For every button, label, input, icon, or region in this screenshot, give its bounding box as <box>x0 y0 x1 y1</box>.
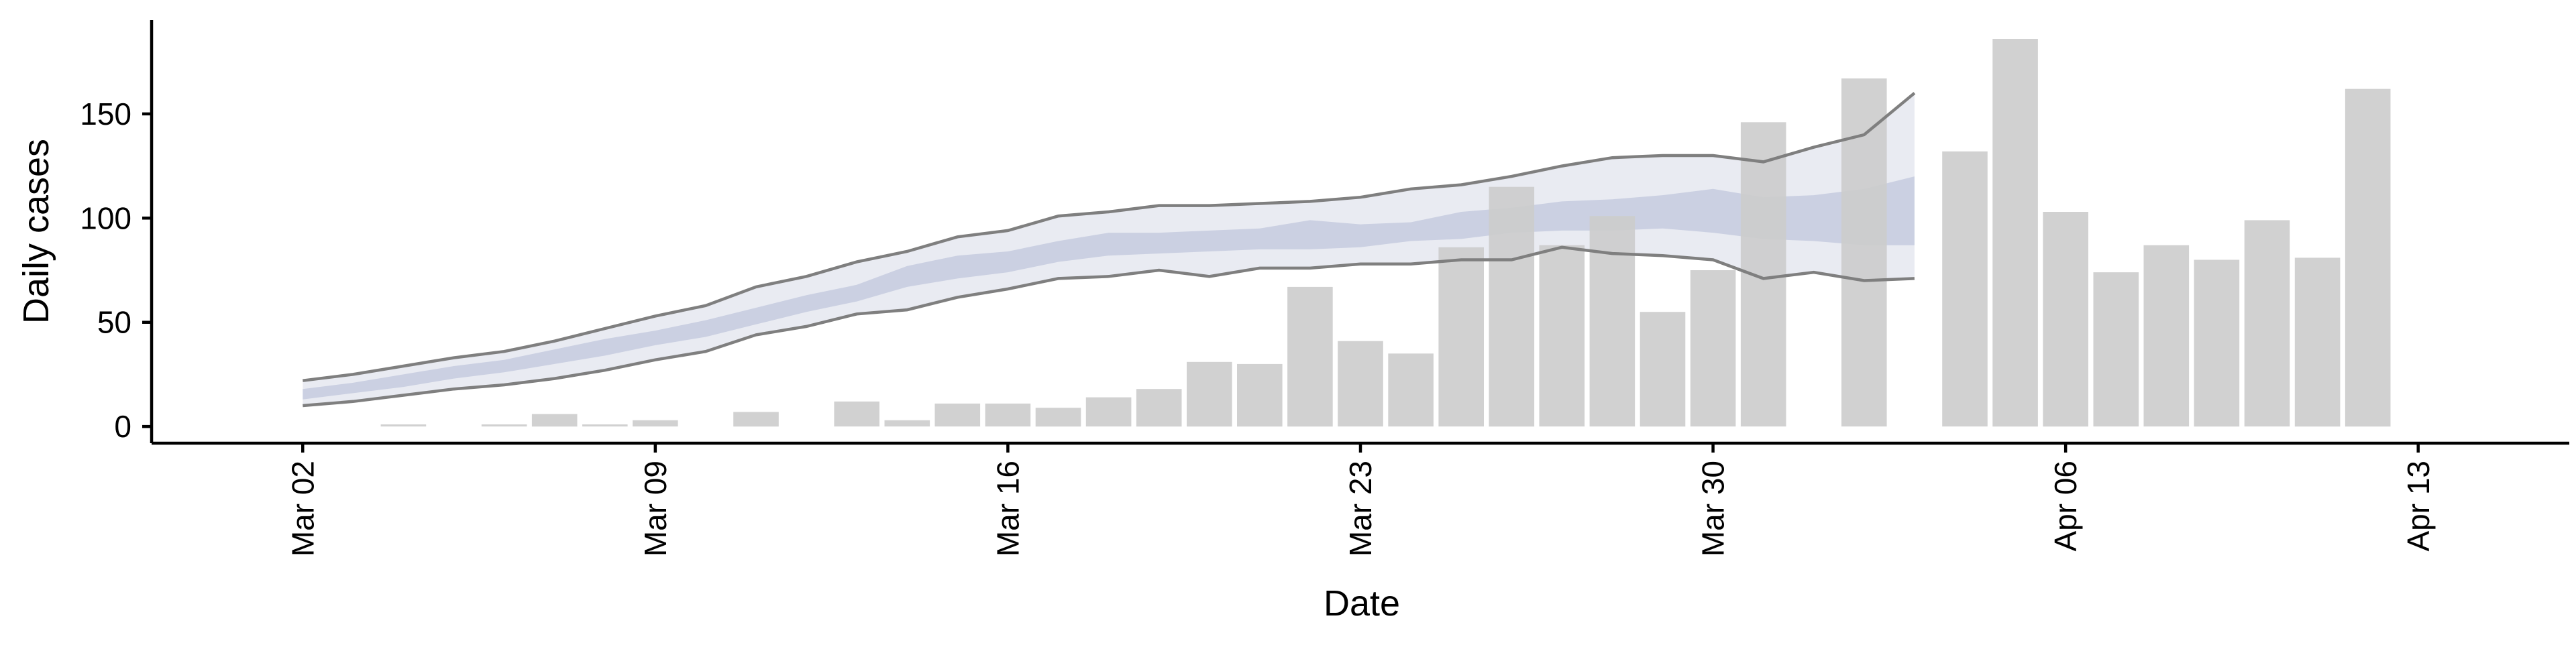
bar <box>834 401 879 427</box>
band-edge-layer <box>303 92 1916 408</box>
y-tick-label: 100 <box>80 200 131 235</box>
bar <box>1539 245 1585 427</box>
bar <box>884 420 930 427</box>
bar <box>633 420 678 427</box>
bar <box>1640 312 1686 427</box>
y-ticks: 0 50 100 150 <box>80 97 152 444</box>
x-tick-label: Apr 13 <box>2401 461 2436 552</box>
bar <box>1992 39 2038 427</box>
bar <box>1942 151 1988 427</box>
bar <box>2294 257 2341 427</box>
bar <box>1489 186 1535 427</box>
bar <box>1690 270 1736 427</box>
y-tick-label: 50 <box>97 305 131 340</box>
x-tick-label: Mar 30 <box>1696 461 1731 556</box>
bar <box>1187 361 1232 427</box>
bar <box>2244 220 2290 427</box>
y-tick-label: 150 <box>80 97 131 131</box>
bar <box>1136 389 1182 427</box>
bar <box>1287 286 1333 427</box>
bar <box>2143 245 2190 427</box>
x-tick-label: Mar 02 <box>285 461 320 556</box>
bar <box>985 403 1031 427</box>
bar <box>1085 397 1132 427</box>
bar <box>380 424 427 427</box>
bar <box>2345 89 2391 427</box>
bar <box>1035 408 1081 427</box>
bar <box>531 414 578 427</box>
x-axis-title: Date <box>1324 583 1400 624</box>
bar <box>1438 247 1484 427</box>
x-tick-label: Mar 16 <box>990 461 1025 556</box>
bar <box>1841 78 1887 427</box>
bar <box>481 424 527 427</box>
x-tick-label: Mar 23 <box>1343 461 1378 556</box>
x-tick-label: Mar 09 <box>638 461 673 556</box>
bar <box>1740 122 1786 427</box>
bar <box>733 412 779 427</box>
bar <box>1237 363 1283 427</box>
bar <box>2093 272 2139 427</box>
y-axis-title: Daily cases <box>16 139 56 324</box>
bar <box>1589 216 1635 427</box>
y-tick-label: 0 <box>114 409 131 444</box>
bar <box>1338 341 1383 427</box>
bar <box>582 424 628 427</box>
x-tick-label: Apr 06 <box>2048 461 2083 552</box>
bar-layer <box>380 39 2391 427</box>
bar <box>1388 353 1434 427</box>
bar <box>2194 259 2240 427</box>
band-lower-line <box>303 245 1915 408</box>
bar <box>934 403 981 427</box>
x-ticks: Mar 02 Mar 09 Mar 16 Mar 23 Mar 30 Apr 06 Apr … <box>285 443 2436 556</box>
bar <box>2043 212 2088 427</box>
band-upper-line <box>303 92 1916 382</box>
